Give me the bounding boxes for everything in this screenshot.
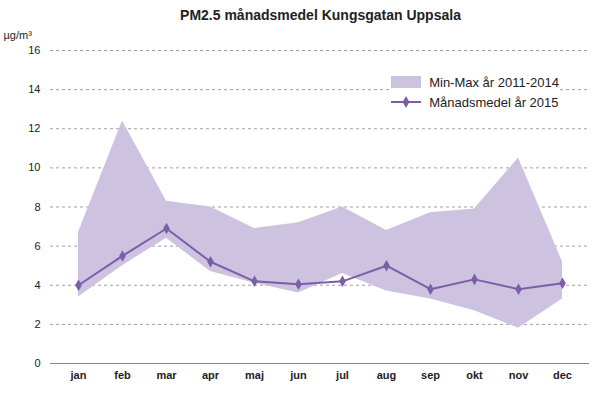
svg-text:jan: jan (70, 369, 87, 381)
svg-text:10: 10 (28, 161, 40, 173)
svg-text:feb: feb (114, 369, 131, 381)
svg-text:16: 16 (28, 44, 40, 56)
svg-text:maj: maj (245, 369, 264, 381)
svg-text:okt: okt (466, 369, 483, 381)
svg-text:nov: nov (509, 369, 529, 381)
svg-text:4: 4 (34, 279, 40, 291)
svg-text:8: 8 (34, 201, 40, 213)
svg-text:6: 6 (34, 240, 40, 252)
html-text:PM2.5 månadsmedel Kungsgatan U: PM2.5 månadsmedel Kungsgatan Uppsala (180, 7, 461, 23)
svg-text:2: 2 (34, 318, 40, 330)
svg-text:dec: dec (553, 369, 572, 381)
svg-text:sep: sep (421, 369, 440, 381)
svg-text:14: 14 (28, 83, 40, 95)
svg-text:apr: apr (202, 369, 220, 381)
svg-text:0: 0 (34, 357, 40, 369)
html-text:Min-Max år 2011-2014: Min-Max år 2011-2014 (429, 74, 559, 90)
svg-text:aug: aug (377, 369, 397, 381)
html-text:Månadsmedel år 2015: Månadsmedel år 2015 (429, 94, 559, 110)
svg-text:µg/m³: µg/m³ (4, 29, 33, 41)
svg-text:12: 12 (28, 122, 40, 134)
svg-text:jun: jun (289, 369, 307, 381)
svg-text:mar: mar (156, 369, 177, 381)
svg-text:jul: jul (335, 369, 349, 381)
